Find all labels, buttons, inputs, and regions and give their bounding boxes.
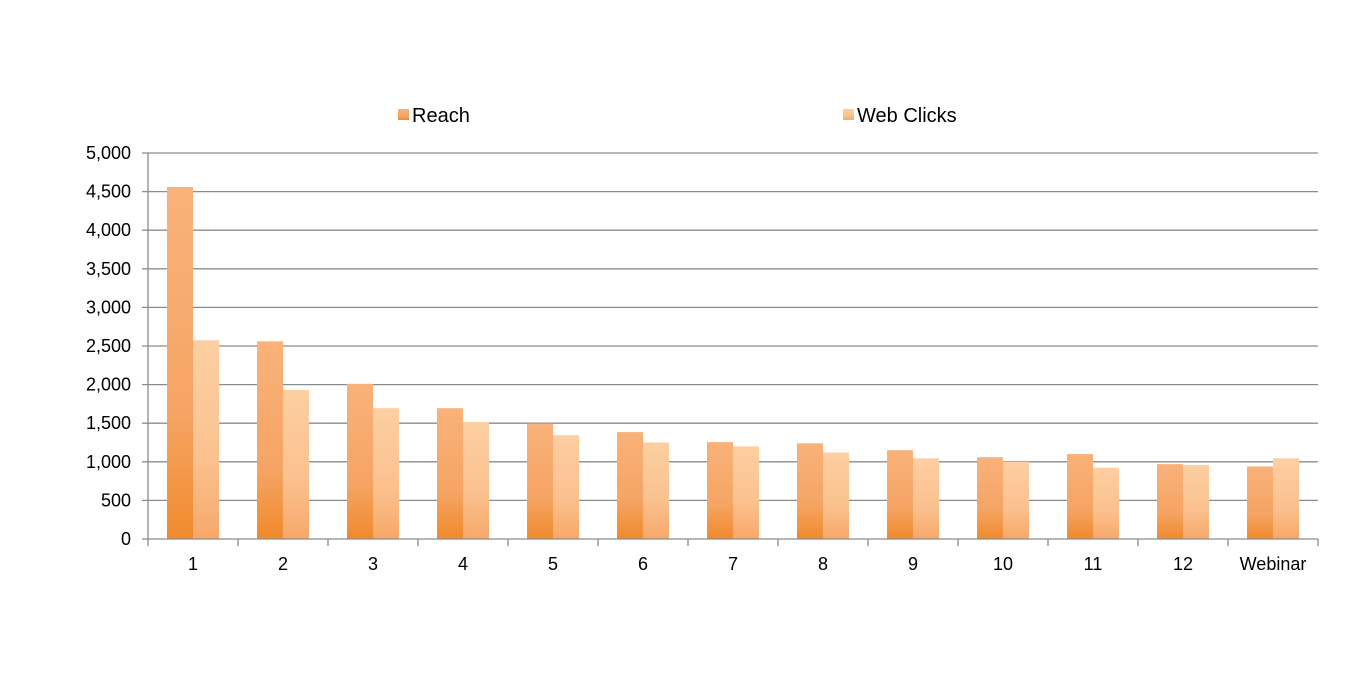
y-tick-label: 500: [101, 490, 131, 510]
legend: Reach Web Clicks: [398, 105, 957, 127]
x-tick-label: 4: [458, 554, 468, 574]
axes: 0 500 1,000 1,500 2,000 2,500 3,000 3,500 4,000 4…: [86, 143, 1319, 574]
bar-reach: [257, 341, 283, 539]
y-tick-label: 2,500: [86, 336, 131, 356]
bar-reach: [1247, 466, 1273, 539]
bar-web-clicks: [1273, 458, 1299, 539]
bar-web-clicks: [733, 446, 759, 539]
y-tick-label: 5,000: [86, 143, 131, 163]
bar-web-clicks: [193, 340, 219, 539]
x-tick-label: Webinar: [1240, 554, 1307, 574]
bar-reach: [347, 383, 373, 539]
bar-web-clicks: [1183, 464, 1209, 539]
bar-reach: [977, 457, 1003, 539]
bar-reach: [887, 450, 913, 539]
legend-label: Web Clicks: [857, 105, 957, 127]
y-tick-label: 3,500: [86, 259, 131, 279]
bar-reach: [167, 186, 193, 539]
x-tick-label: 11: [1084, 554, 1103, 574]
x-tick-label: 6: [638, 554, 648, 574]
bar-reach: [707, 442, 733, 539]
bar-reach: [1157, 464, 1183, 539]
bar-web-clicks: [283, 390, 309, 539]
bar-reach: [437, 408, 463, 539]
x-tick-label: 7: [728, 554, 738, 574]
legend-entry-web-clicks: Web Clicks: [843, 105, 957, 127]
x-tick-label: 10: [993, 554, 1013, 574]
x-tick-label: 3: [368, 554, 378, 574]
x-tick-label: 9: [908, 554, 918, 574]
y-tick-label: 2,000: [86, 375, 131, 395]
x-tick-label: 5: [548, 554, 558, 574]
bar-web-clicks: [913, 458, 939, 539]
bar-web-clicks: [373, 408, 399, 539]
bar-web-clicks: [823, 452, 849, 539]
bars: [167, 186, 1299, 539]
bar-reach: [1067, 454, 1093, 539]
legend-swatch: [398, 109, 409, 120]
x-tick-label: 8: [818, 554, 828, 574]
bar-reach: [527, 423, 553, 539]
bar-web-clicks: [463, 422, 489, 539]
bar-web-clicks: [643, 442, 669, 539]
bar-web-clicks: [1093, 467, 1119, 539]
bar-web-clicks: [1003, 461, 1029, 539]
gridlines: [148, 152, 1318, 502]
y-tick-label: 4,000: [86, 220, 131, 240]
y-tick-label: 1,500: [86, 413, 131, 433]
bar-reach: [617, 432, 643, 539]
legend-label: Reach: [412, 105, 470, 127]
x-tick-label: 2: [278, 554, 288, 574]
legend-entry-reach: Reach: [398, 105, 470, 127]
y-tick-label: 1,000: [86, 452, 131, 472]
y-tick-label: 0: [121, 529, 131, 549]
y-tick-label: 4,500: [86, 182, 131, 202]
legend-swatch: [843, 109, 854, 120]
bar-reach: [797, 443, 823, 539]
y-tick-label: 3,000: [86, 297, 131, 317]
x-tick-label: 12: [1173, 554, 1193, 574]
x-tick-label: 1: [188, 554, 198, 574]
bar-web-clicks: [553, 435, 579, 539]
